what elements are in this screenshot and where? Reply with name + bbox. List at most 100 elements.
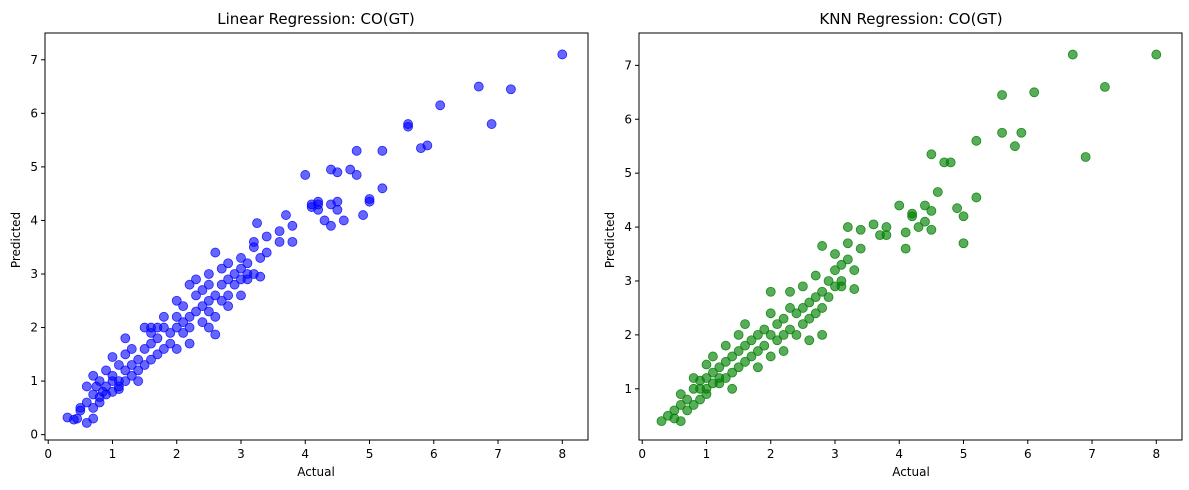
linear-point-50	[158, 311, 169, 322]
linear-point-11	[88, 370, 99, 381]
knn-y-tick-label-1: 2	[624, 328, 632, 342]
knn-x-tick-label-8: 8	[1152, 447, 1160, 461]
linear-point-31	[120, 333, 131, 344]
linear-point-71	[203, 295, 214, 306]
linear-point-136	[486, 119, 497, 129]
linear-point-70	[203, 306, 214, 317]
knn-point-17	[701, 359, 712, 370]
knn-y-tick-label-0: 1	[624, 382, 632, 396]
linear-point-72	[203, 279, 214, 290]
knn-point-37	[746, 351, 757, 362]
knn-point-61	[804, 313, 815, 324]
knn-point-4	[675, 400, 686, 410]
linear-point-53	[171, 344, 182, 354]
linear-point-59	[178, 301, 189, 312]
knn-point-5	[675, 416, 686, 427]
knn-point-113	[1029, 87, 1040, 98]
linear-point-38	[139, 360, 150, 370]
knn-point-6	[675, 389, 686, 400]
knn-point-7	[682, 394, 693, 405]
linear-point-28	[120, 376, 131, 386]
knn-point-47	[765, 286, 776, 297]
knn-point-98	[926, 205, 937, 216]
linear-point-81	[216, 263, 227, 274]
linear-axis-ticks: 0 1 2 3 4 5 6 7 8 0 1 2 3 4 5 6 7	[30, 53, 566, 461]
linear-point-98	[252, 218, 262, 229]
linear-point-64	[191, 306, 201, 317]
linear-point-133	[422, 140, 433, 151]
linear-point-113	[313, 199, 324, 210]
knn-point-28	[727, 367, 738, 378]
linear-point-23	[107, 352, 118, 362]
linear-point-124	[351, 145, 362, 156]
linear-point-82	[223, 290, 234, 301]
linear-x-tick-label-5: 5	[366, 447, 374, 461]
knn-point-99	[926, 149, 937, 160]
knn-point-105	[958, 211, 969, 222]
linear-x-tick-label-4: 4	[301, 447, 309, 461]
linear-point-45	[152, 349, 163, 360]
knn-point-45	[765, 329, 776, 340]
linear-plot-frame	[44, 32, 589, 441]
knn-point-72	[823, 276, 834, 286]
knn-point-27	[720, 340, 731, 351]
knn-point-0	[656, 416, 667, 427]
knn-scatter-points	[656, 49, 1162, 427]
linear-point-103	[274, 236, 285, 247]
knn-point-83	[849, 284, 860, 294]
knn-y-tick-label-3: 4	[624, 220, 632, 234]
knn-x-tick-label-3: 3	[831, 447, 839, 461]
knn-point-80	[842, 238, 853, 249]
linear-point-8	[88, 413, 99, 424]
linear-point-127	[364, 194, 375, 204]
knn-point-65	[810, 292, 821, 303]
linear-y-tick-label-3: 3	[30, 267, 38, 281]
knn-point-81	[842, 222, 853, 232]
knn-point-67	[817, 303, 828, 313]
linear-point-52	[165, 327, 176, 338]
linear-point-75	[210, 329, 221, 340]
linear-point-137	[505, 84, 516, 95]
knn-x-tick-label-1: 1	[703, 447, 711, 461]
linear-point-34	[126, 344, 137, 354]
knn-y-axis-label: Predicted	[603, 212, 617, 268]
knn-point-74	[830, 265, 840, 276]
linear-y-tick-label-4: 4	[30, 213, 38, 227]
linear-point-122	[345, 164, 356, 175]
linear-point-105	[281, 210, 291, 220]
knn-y-tick-label-6: 7	[624, 58, 632, 72]
knn-x-tick-label-5: 5	[960, 447, 968, 461]
knn-point-82	[849, 265, 860, 276]
knn-point-70	[817, 329, 828, 340]
knn-point-41	[752, 362, 763, 373]
knn-point-89	[881, 230, 892, 241]
knn-point-54	[785, 303, 795, 313]
linear-point-18	[101, 381, 111, 392]
knn-point-25	[720, 373, 731, 383]
linear-point-85	[223, 301, 234, 312]
knn-point-117	[1151, 49, 1162, 60]
knn-point-46	[765, 308, 776, 319]
knn-point-51	[778, 313, 789, 324]
knn-point-9	[688, 400, 699, 410]
knn-point-100	[926, 224, 937, 235]
linear-point-121	[338, 215, 349, 226]
linear-point-54	[171, 322, 182, 333]
knn-point-52	[778, 346, 789, 356]
knn-x-tick-label-6: 6	[1024, 447, 1032, 461]
linear-x-tick-label-3: 3	[237, 447, 245, 461]
linear-point-49	[158, 322, 169, 333]
linear-point-90	[236, 253, 246, 263]
knn-x-axis-label: Actual	[892, 465, 930, 479]
knn-point-55	[785, 286, 795, 297]
knn-plot-frame	[638, 32, 1183, 441]
knn-point-31	[733, 362, 744, 373]
knn-point-36	[740, 319, 750, 329]
linear-point-30	[120, 349, 131, 360]
linear-point-46	[152, 333, 163, 344]
linear-point-77	[210, 247, 221, 258]
knn-point-57	[791, 308, 802, 319]
knn-x-tick-label-2: 2	[767, 447, 775, 461]
knn-point-75	[830, 249, 840, 259]
